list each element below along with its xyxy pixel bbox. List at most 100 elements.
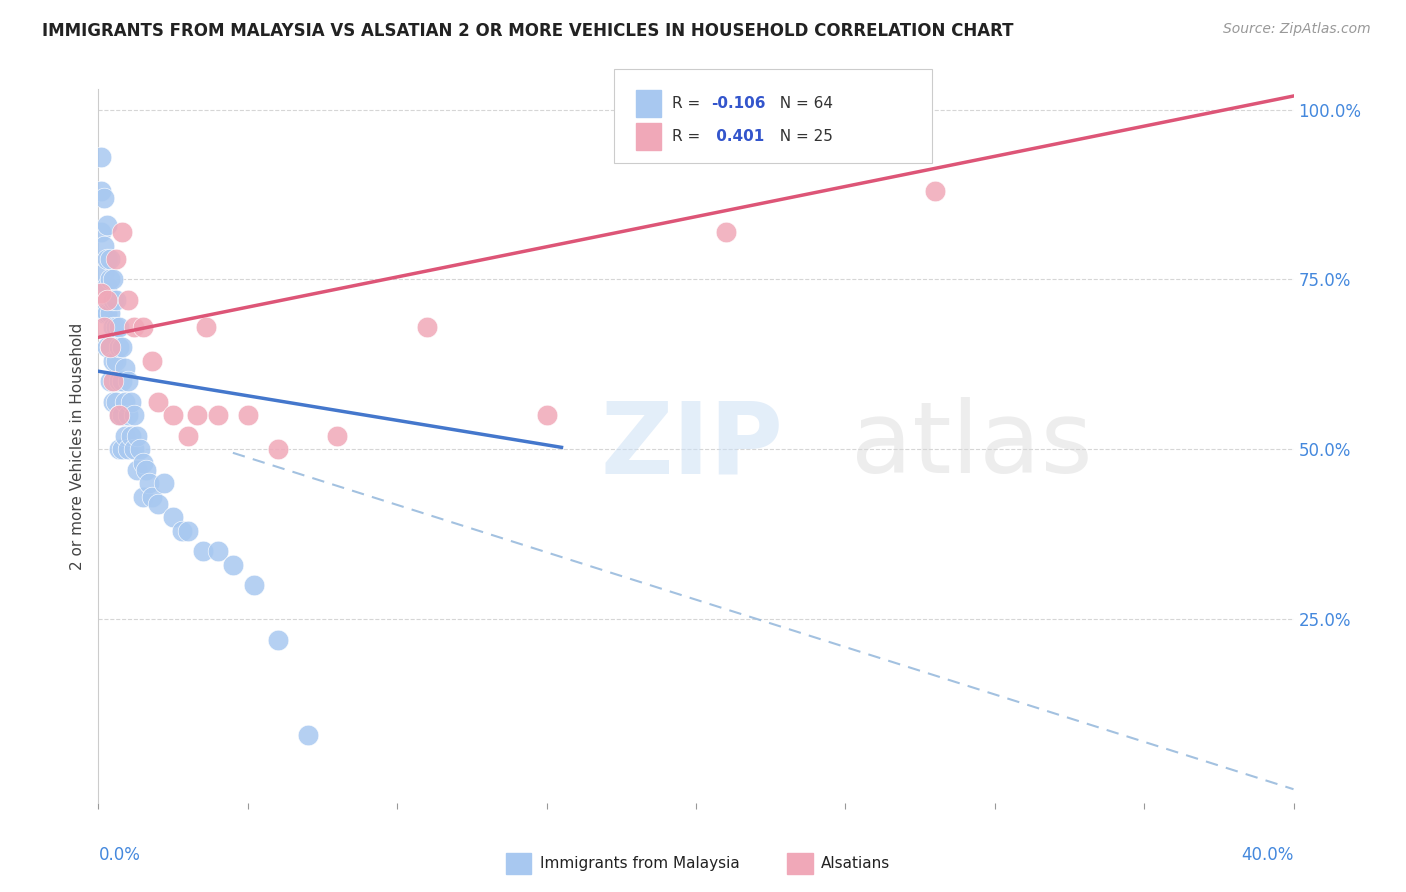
Point bbox=[100, 306, 122, 320]
Point bbox=[105, 394, 128, 409]
Point bbox=[111, 225, 134, 239]
Point bbox=[117, 293, 139, 307]
Text: IMMIGRANTS FROM MALAYSIA VS ALSATIAN 2 OR MORE VEHICLES IN HOUSEHOLD CORRELATION: IMMIGRANTS FROM MALAYSIA VS ALSATIAN 2 O… bbox=[42, 22, 1014, 40]
Text: Source: ZipAtlas.com: Source: ZipAtlas.com bbox=[1223, 22, 1371, 37]
Point bbox=[103, 272, 125, 286]
Text: N = 25: N = 25 bbox=[770, 129, 834, 144]
Point bbox=[90, 225, 112, 239]
Point bbox=[93, 320, 115, 334]
Point bbox=[108, 375, 131, 389]
Point bbox=[141, 354, 163, 368]
Point bbox=[124, 320, 146, 334]
Point bbox=[96, 306, 118, 320]
Point bbox=[177, 524, 200, 538]
Point bbox=[100, 272, 122, 286]
Point bbox=[138, 476, 160, 491]
Point bbox=[124, 409, 146, 423]
Point bbox=[267, 442, 290, 457]
Y-axis label: 2 or more Vehicles in Household: 2 or more Vehicles in Household bbox=[70, 322, 86, 570]
Point bbox=[96, 279, 118, 293]
Point bbox=[90, 286, 112, 301]
Point bbox=[96, 252, 118, 266]
Point bbox=[96, 341, 118, 355]
Point bbox=[93, 266, 115, 280]
Point bbox=[162, 510, 184, 524]
Point bbox=[105, 252, 128, 266]
Point bbox=[105, 354, 128, 368]
Point bbox=[105, 320, 128, 334]
Point bbox=[111, 442, 134, 457]
Text: -0.106: -0.106 bbox=[711, 96, 766, 111]
Point bbox=[127, 429, 149, 443]
Point bbox=[103, 394, 125, 409]
Text: 0.401: 0.401 bbox=[711, 129, 765, 144]
Point bbox=[90, 184, 112, 198]
Point bbox=[96, 218, 118, 232]
Point bbox=[108, 320, 131, 334]
Point bbox=[132, 320, 155, 334]
Point bbox=[191, 544, 214, 558]
Point bbox=[326, 429, 349, 443]
Point bbox=[120, 429, 142, 443]
Point bbox=[108, 442, 131, 457]
Point bbox=[111, 375, 134, 389]
Point bbox=[129, 442, 152, 457]
Point bbox=[207, 409, 229, 423]
Point bbox=[162, 409, 184, 423]
Point bbox=[114, 360, 136, 375]
Text: R =: R = bbox=[672, 96, 706, 111]
Point bbox=[135, 463, 157, 477]
Text: 40.0%: 40.0% bbox=[1241, 846, 1294, 863]
Point bbox=[114, 394, 136, 409]
Point bbox=[100, 252, 122, 266]
Point bbox=[103, 320, 125, 334]
Text: Alsatians: Alsatians bbox=[821, 856, 890, 871]
Point bbox=[117, 375, 139, 389]
Point bbox=[117, 442, 139, 457]
Point bbox=[148, 497, 170, 511]
Point bbox=[172, 524, 194, 538]
Point bbox=[111, 341, 134, 355]
Point bbox=[93, 238, 115, 252]
Point bbox=[90, 150, 112, 164]
Point bbox=[127, 463, 149, 477]
Point bbox=[103, 375, 125, 389]
Point bbox=[111, 409, 134, 423]
Point bbox=[714, 225, 737, 239]
Text: R =: R = bbox=[672, 129, 706, 144]
Point bbox=[243, 578, 266, 592]
Text: ZIP: ZIP bbox=[600, 398, 783, 494]
Point bbox=[124, 442, 146, 457]
Point bbox=[416, 320, 439, 334]
Point bbox=[96, 293, 118, 307]
Point bbox=[108, 409, 131, 423]
Point bbox=[222, 558, 245, 572]
Text: atlas: atlas bbox=[852, 398, 1092, 494]
Point bbox=[132, 490, 155, 504]
Text: 0.0%: 0.0% bbox=[98, 846, 141, 863]
Point bbox=[103, 354, 125, 368]
Point bbox=[120, 394, 142, 409]
Point bbox=[267, 632, 290, 647]
Point bbox=[186, 409, 208, 423]
Point bbox=[114, 429, 136, 443]
Point bbox=[93, 191, 115, 205]
Point bbox=[236, 409, 259, 423]
Point bbox=[207, 544, 229, 558]
Text: N = 64: N = 64 bbox=[770, 96, 834, 111]
Point bbox=[100, 375, 122, 389]
Point bbox=[177, 429, 200, 443]
Text: Immigrants from Malaysia: Immigrants from Malaysia bbox=[540, 856, 740, 871]
Point bbox=[105, 293, 128, 307]
Point bbox=[108, 341, 131, 355]
Point bbox=[148, 394, 170, 409]
Point bbox=[100, 341, 122, 355]
Point bbox=[153, 476, 176, 491]
Point bbox=[195, 320, 218, 334]
Point bbox=[103, 293, 125, 307]
Point bbox=[132, 456, 155, 470]
Point bbox=[93, 306, 115, 320]
Point bbox=[108, 409, 131, 423]
Point bbox=[117, 409, 139, 423]
Point bbox=[536, 409, 558, 423]
